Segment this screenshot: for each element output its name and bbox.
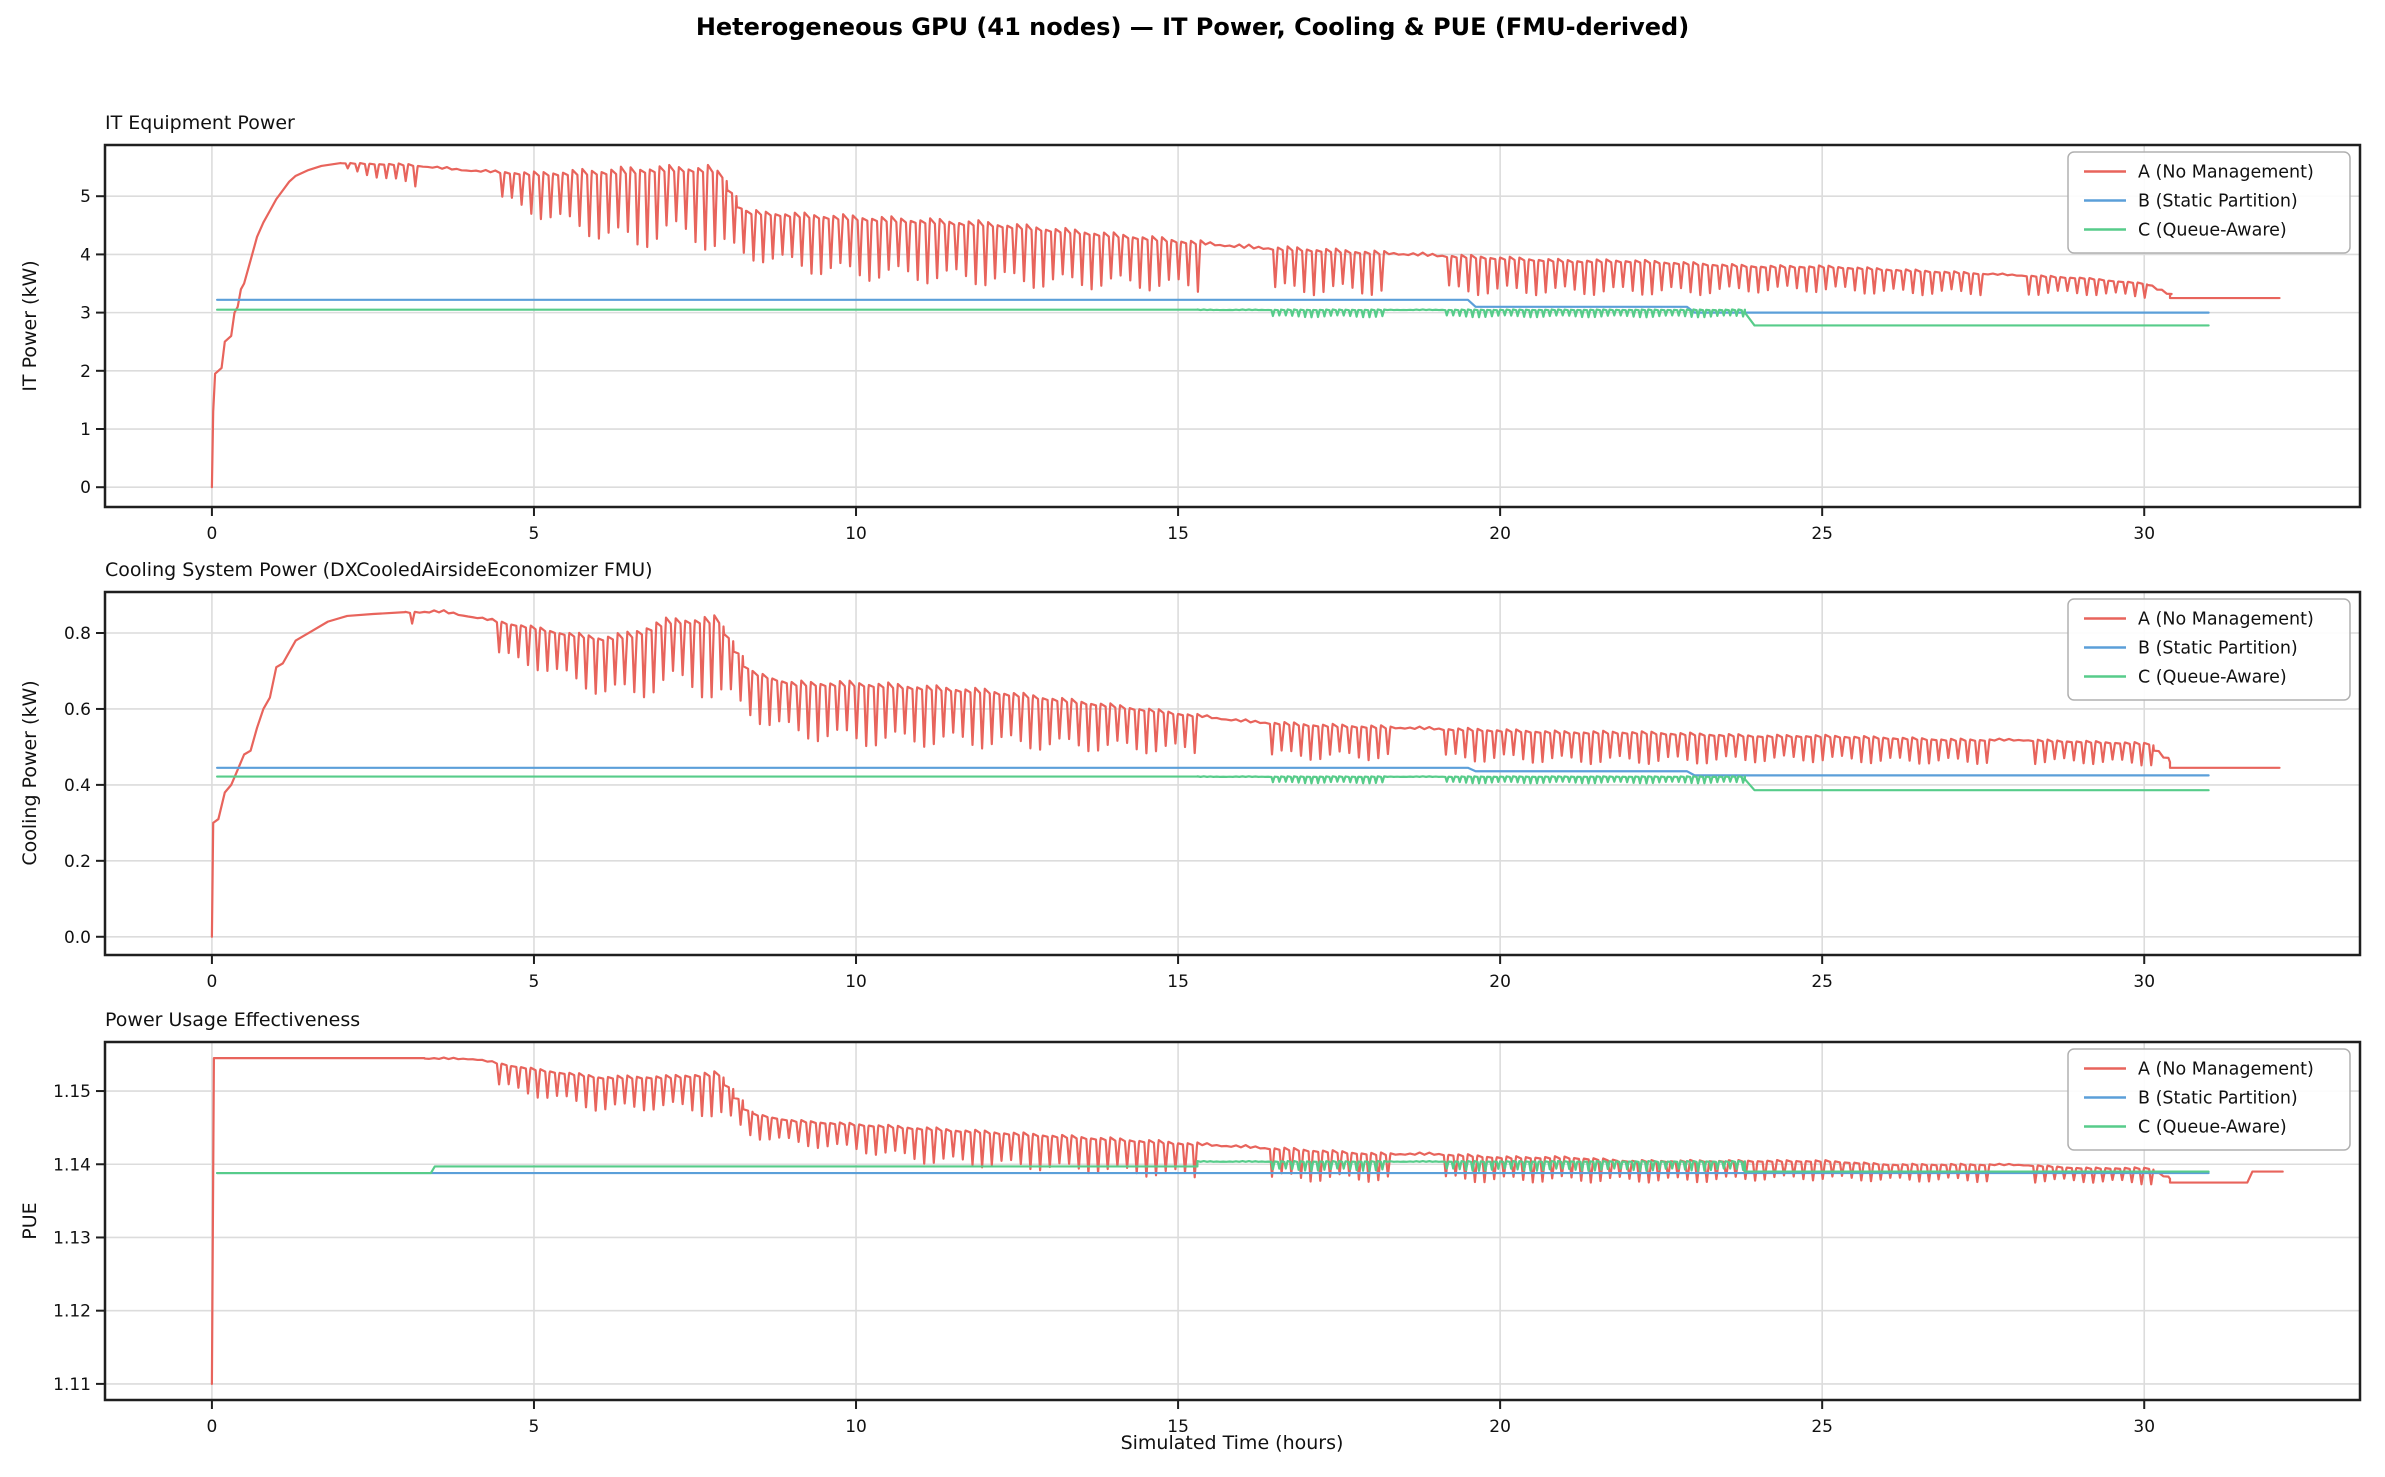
- pue-xtick-label: 25: [1811, 1417, 1833, 1437]
- pue-chart: 0 5 10 15 20 25 30 1.11 1.12 1.13 1.14 1.15 A (No Ma…: [53, 1040, 2362, 1437]
- it-power-ytick-label: 0: [80, 478, 91, 498]
- it-power-series-b-line: [216, 298, 2210, 314]
- it-power-legend: A (No Management) B (Static Partition) C (…: [2067, 151, 2351, 254]
- cooling-power-ytick-label: 0.8: [64, 624, 91, 644]
- it-power-xtick-label: 0: [207, 524, 218, 544]
- pue-grid: [105, 1042, 2360, 1400]
- it-power-ytick-label: 1: [80, 420, 91, 440]
- cooling-power-series-b-line: [216, 766, 2210, 777]
- pue-series-c-line: [216, 1159, 2210, 1175]
- cooling-power-ytick-label: 0.0: [64, 928, 91, 948]
- cooling-power-xtick-label: 5: [529, 972, 540, 992]
- cooling-power-ytick-label: 0.4: [64, 776, 91, 796]
- pue-xtick-label: 5: [529, 1417, 540, 1437]
- it-power-xtick-label: 20: [1489, 524, 1511, 544]
- it-power-xtick-label: 25: [1811, 524, 1833, 544]
- pue-xtick-label: 30: [2133, 1417, 2155, 1437]
- pue-legend-label: C (Queue-Aware): [2138, 1118, 2287, 1138]
- pue-legend-box: [2067, 1048, 2351, 1151]
- cooling-power-legend-label: C (Queue-Aware): [2138, 668, 2287, 688]
- cooling-power-xtick-label: 25: [1811, 972, 1833, 992]
- it-power-xtick-label: 10: [845, 524, 867, 544]
- pue-ticks: 0 5 10 15 20 25 30 1.11 1.12 1.13 1.14 1.15: [53, 1082, 2155, 1437]
- figure-title: Heterogeneous GPU (41 nodes) — IT Power,…: [695, 13, 1690, 41]
- pue-ytick-label: 1.15: [53, 1082, 91, 1102]
- it-power-ytick-label: 2: [80, 362, 91, 382]
- cooling-power-ytick-label: 0.6: [64, 700, 91, 720]
- cooling-power-legend-label: A (No Management): [2138, 610, 2314, 630]
- it-power-chart: 0 5 10 15 20 25 30 0 1 2 3 4 5 A (No Management) B (St…: [80, 143, 2362, 544]
- cooling-power-chart: 0 5 10 15 20 25 30 0.0 0.2 0.4 0.6 0.8 A (No Managem…: [64, 590, 2362, 992]
- cooling-power-xtick-label: 30: [2133, 972, 2155, 992]
- cooling-power-axes-frame: [103, 590, 2362, 957]
- it-power-xtick-label: 5: [529, 524, 540, 544]
- it-power-grid: [105, 145, 2360, 507]
- subplot-title-it-power: IT Equipment Power: [105, 112, 295, 134]
- subplot-title-pue: Power Usage Effectiveness: [105, 1009, 361, 1031]
- it-power-series-a-line: [210, 161, 2281, 489]
- cooling-power-ytick-label: 0.2: [64, 852, 91, 872]
- cooling-power-xtick-label: 20: [1489, 972, 1511, 992]
- cooling-power-legend-box: [2067, 598, 2351, 701]
- it-power-legend-box: [2067, 151, 2351, 254]
- it-power-series-c-line: [216, 308, 2210, 327]
- cooling-power-series-c-line: [216, 775, 2210, 792]
- pue-ytick-label: 1.11: [53, 1375, 91, 1395]
- it-power-legend-label: A (No Management): [2138, 163, 2314, 183]
- cooling-power-ticks: 0 5 10 15 20 25 30 0.0 0.2 0.4 0.6 0.8: [64, 624, 2155, 992]
- it-power-ytick-label: 5: [80, 187, 91, 207]
- pue-xtick-label: 15: [1167, 1417, 1189, 1437]
- it-power-legend-label: C (Queue-Aware): [2138, 221, 2287, 241]
- cooling-power-xtick-label: 10: [845, 972, 867, 992]
- subplot-title-cooling-power: Cooling System Power (DXCooledAirsideEco…: [105, 559, 653, 581]
- it-power-xtick-label: 15: [1167, 524, 1189, 544]
- pue-legend-label: B (Static Partition): [2138, 1089, 2298, 1109]
- it-power-ytick-label: 4: [80, 245, 91, 265]
- pue-ytick-label: 1.12: [53, 1302, 91, 1322]
- x-axis-label: Simulated Time (hours): [1120, 1432, 1344, 1454]
- cooling-power-legend: A (No Management) B (Static Partition) C (…: [2067, 598, 2351, 701]
- pue-axes-frame: [103, 1040, 2362, 1402]
- cooling-power-grid: [105, 592, 2360, 955]
- it-power-ytick-label: 3: [80, 304, 91, 324]
- it-power-legend-label: B (Static Partition): [2138, 192, 2298, 212]
- pue-ytick-label: 1.13: [53, 1228, 91, 1248]
- pue-legend: A (No Management) B (Static Partition) C (…: [2067, 1048, 2351, 1151]
- cooling-power-legend-label: B (Static Partition): [2138, 639, 2298, 659]
- pue-series-a-line: [210, 1056, 2284, 1385]
- it-power-xtick-label: 30: [2133, 524, 2155, 544]
- cooling-power-xtick-label: 15: [1167, 972, 1189, 992]
- pue-xtick-label: 0: [207, 1417, 218, 1437]
- cooling-power-series-a-line: [210, 609, 2281, 938]
- pue-xtick-label: 20: [1489, 1417, 1511, 1437]
- it-power-axes-frame: [103, 143, 2362, 509]
- pue-legend-label: A (No Management): [2138, 1060, 2314, 1080]
- pue-ytick-label: 1.14: [53, 1155, 91, 1175]
- it-power-ticks: 0 5 10 15 20 25 30 0 1 2 3 4 5: [80, 187, 2155, 544]
- pue-xtick-label: 10: [845, 1417, 867, 1437]
- cooling-power-xtick-label: 0: [207, 972, 218, 992]
